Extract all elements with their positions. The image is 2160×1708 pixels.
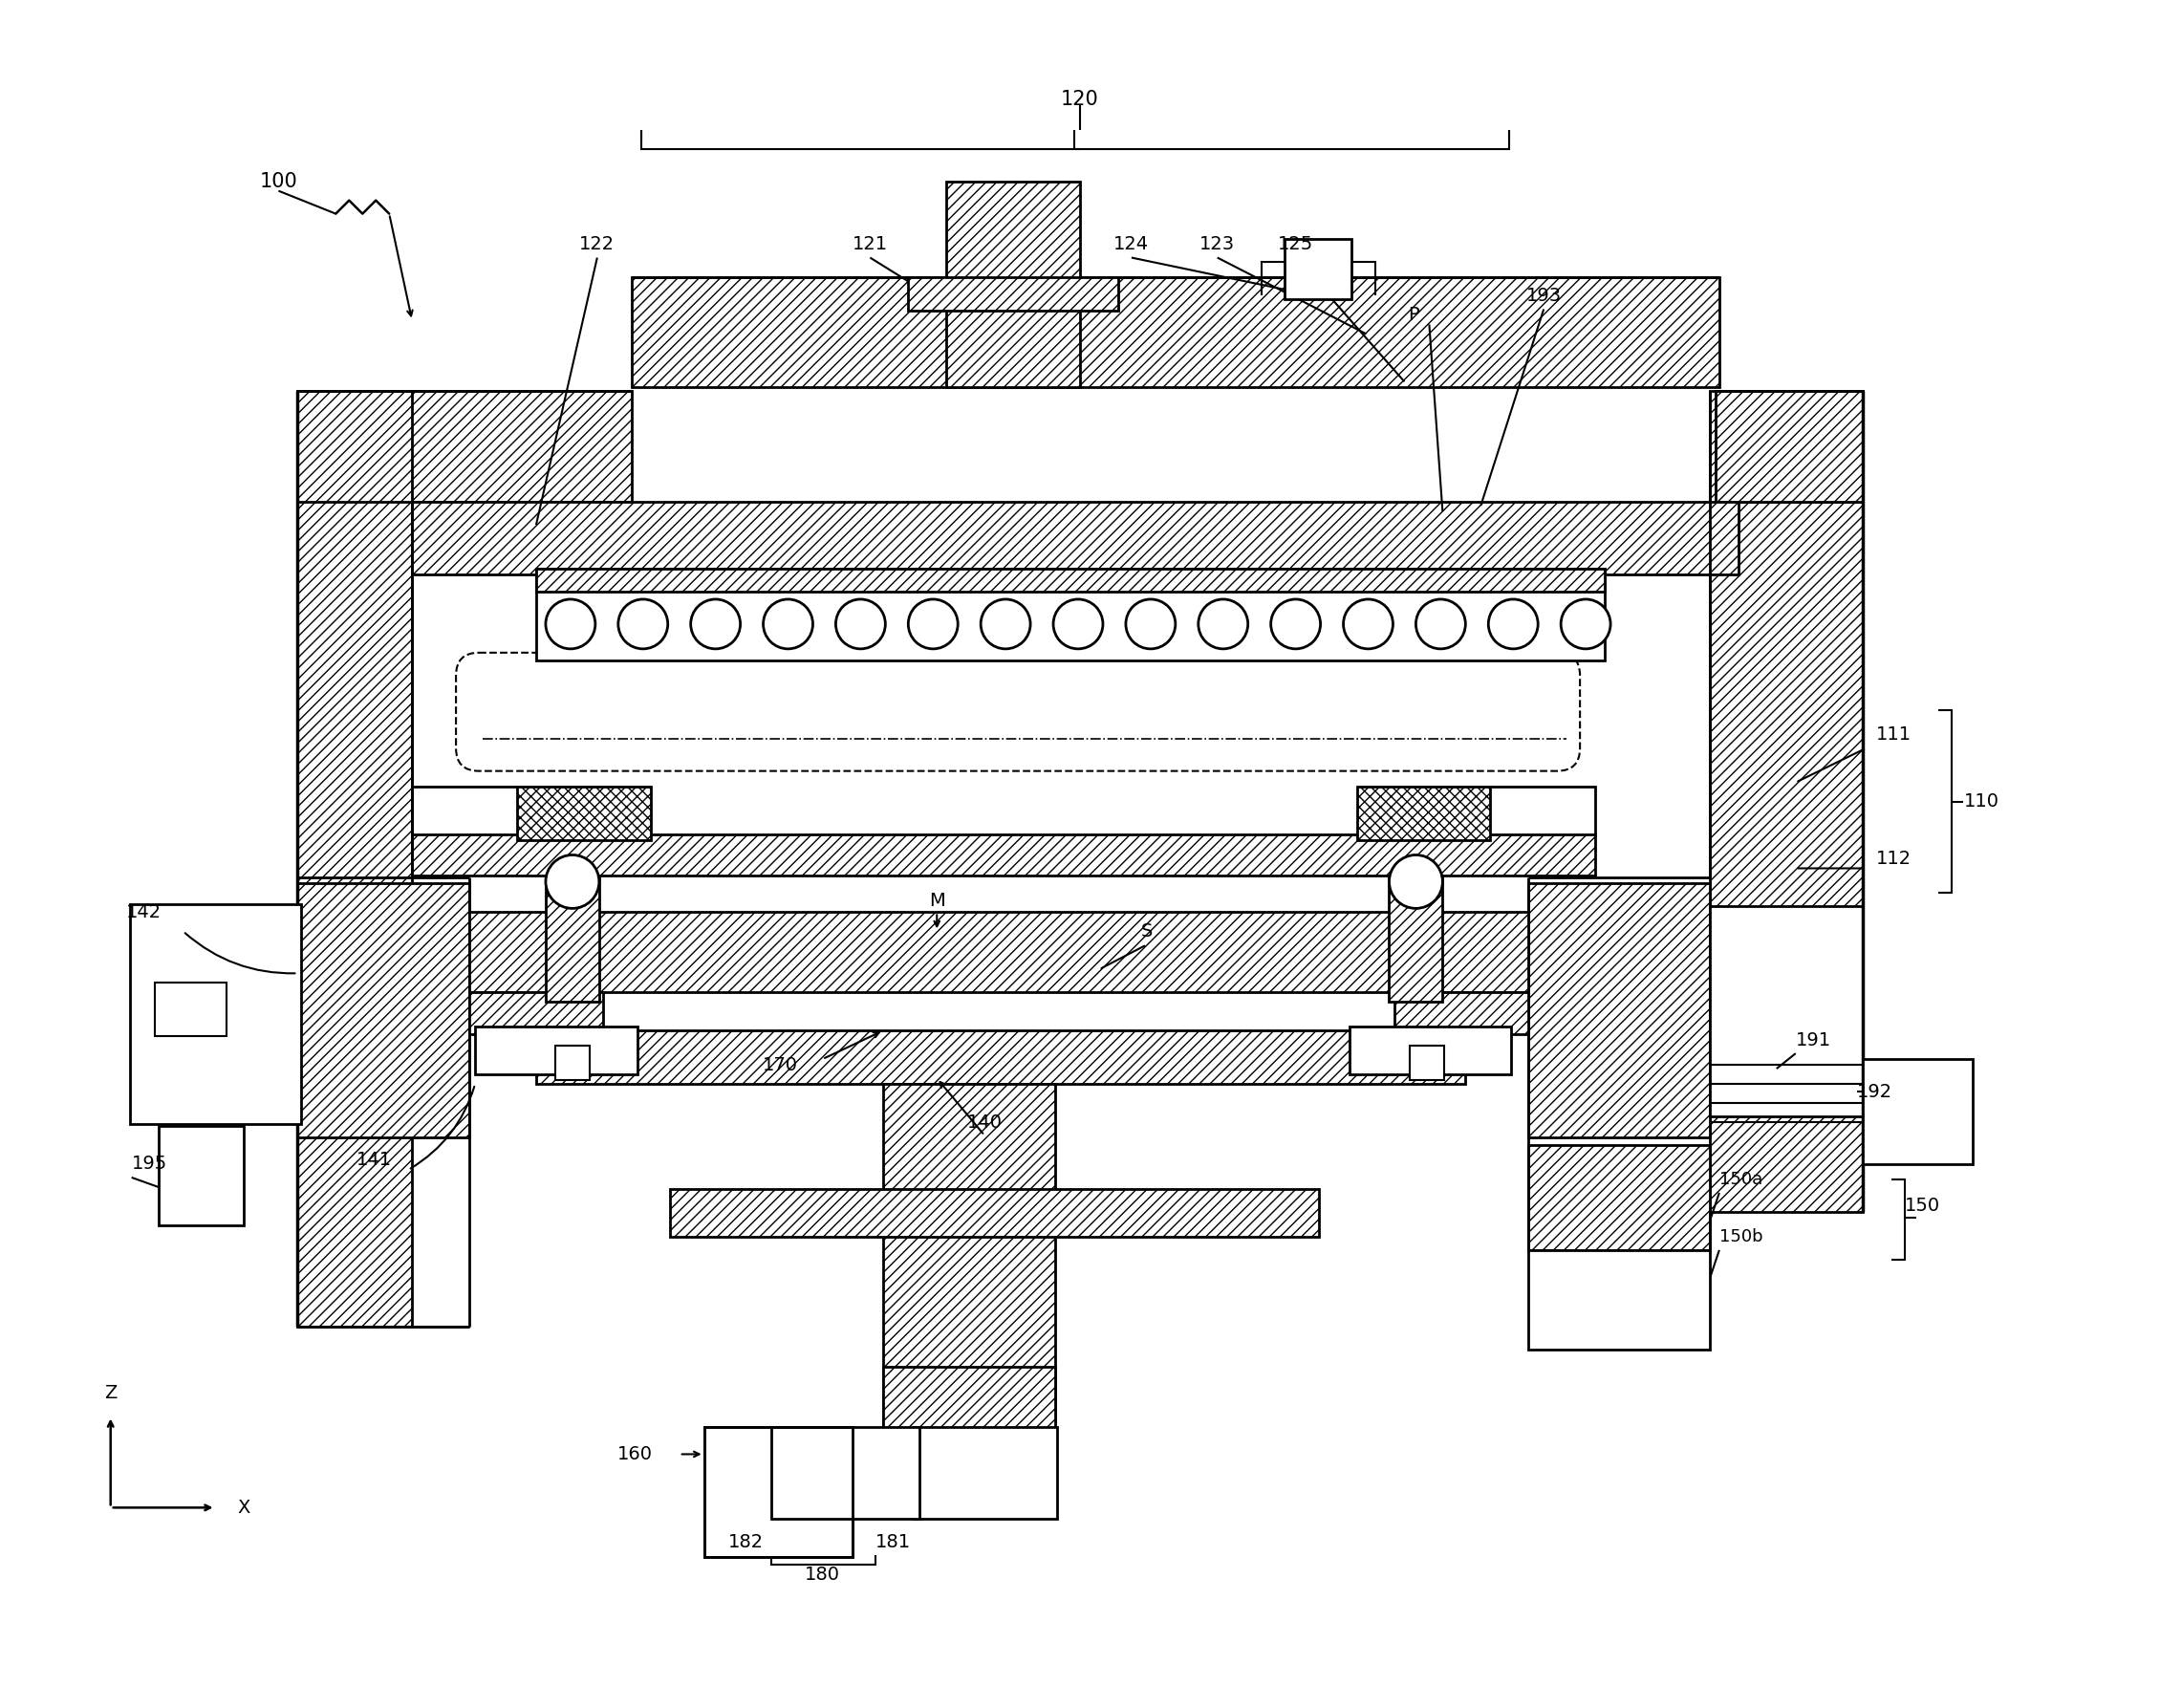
Text: Z: Z [104,1383,117,1402]
Text: 121: 121 [853,236,888,253]
Bar [704,1428,853,1558]
Bar [704,1428,853,1558]
Text: 192: 192 [1858,1083,1892,1100]
Text: 112: 112 [1875,849,1912,868]
Bar [536,1030,1464,1085]
Text: 170: 170 [762,1056,797,1074]
Circle shape [1389,856,1443,909]
Text: 191: 191 [1795,1032,1832,1049]
Text: 150b: 150b [1719,1228,1763,1245]
Bar [1711,907,1862,1117]
Bar [516,786,650,840]
Circle shape [618,600,667,649]
Text: P: P [1408,306,1419,325]
Text: 180: 180 [806,1565,840,1583]
Bar [1719,391,1862,502]
Bar [907,277,1119,311]
Bar [670,1189,1318,1237]
Text: 123: 123 [1199,236,1236,253]
Bar [156,982,227,1037]
Text: 182: 182 [728,1532,765,1551]
Circle shape [1415,600,1464,649]
Bar [883,1366,1056,1430]
Bar [1529,883,1711,1138]
Text: 122: 122 [579,236,616,253]
Bar [298,391,413,1327]
Bar [883,1085,1056,1476]
Text: X: X [238,1498,251,1517]
Bar [1285,239,1350,299]
Circle shape [546,600,596,649]
Text: 100: 100 [259,173,298,191]
Bar [158,1126,244,1225]
Bar [469,912,1529,992]
Bar [1356,786,1490,840]
Text: 195: 195 [132,1155,166,1173]
Bar [536,569,1605,661]
Bar [1389,878,1443,1003]
Circle shape [762,600,812,649]
Bar [1395,992,1529,1035]
Bar [914,1428,1056,1518]
Text: 124: 124 [1115,236,1149,253]
Bar [475,1027,637,1074]
Bar [298,391,631,502]
Bar [1529,1144,1711,1250]
Text: 181: 181 [875,1532,912,1551]
Bar [413,834,1596,876]
Circle shape [691,600,741,649]
Text: 120: 120 [1061,91,1099,109]
Text: 110: 110 [1963,793,1998,811]
Bar [1711,391,1862,1211]
Text: 142: 142 [125,904,162,921]
Bar [1410,1045,1445,1079]
Circle shape [1488,600,1538,649]
Text: 150a: 150a [1719,1170,1763,1189]
Text: 193: 193 [1525,287,1562,306]
Bar [546,878,598,1003]
Bar [946,181,1080,388]
Bar [555,1045,590,1079]
Text: 111: 111 [1875,726,1912,743]
Circle shape [546,856,598,909]
Bar [298,883,469,1138]
Circle shape [1125,600,1175,649]
FancyBboxPatch shape [456,652,1579,770]
Bar [1715,391,1862,502]
Text: M: M [929,892,944,910]
Circle shape [836,600,886,649]
Circle shape [907,600,957,649]
Circle shape [1562,600,1611,649]
Text: 150: 150 [1905,1197,1940,1214]
Text: 141: 141 [356,1151,391,1170]
Circle shape [1344,600,1393,649]
Text: 160: 160 [618,1445,652,1464]
Text: 140: 140 [968,1114,1002,1131]
Bar [631,277,1719,388]
Bar [1350,1027,1512,1074]
Circle shape [1054,600,1104,649]
Bar [130,905,302,1124]
Text: 125: 125 [1279,236,1313,253]
Bar [1862,1059,1972,1165]
Text: S: S [1140,922,1153,941]
Circle shape [981,600,1030,649]
Bar [536,569,1605,591]
Bar [1529,1250,1711,1349]
Bar [771,1428,920,1518]
Bar [413,502,1739,574]
Circle shape [1270,600,1320,649]
Circle shape [1199,600,1248,649]
Bar [469,992,603,1035]
